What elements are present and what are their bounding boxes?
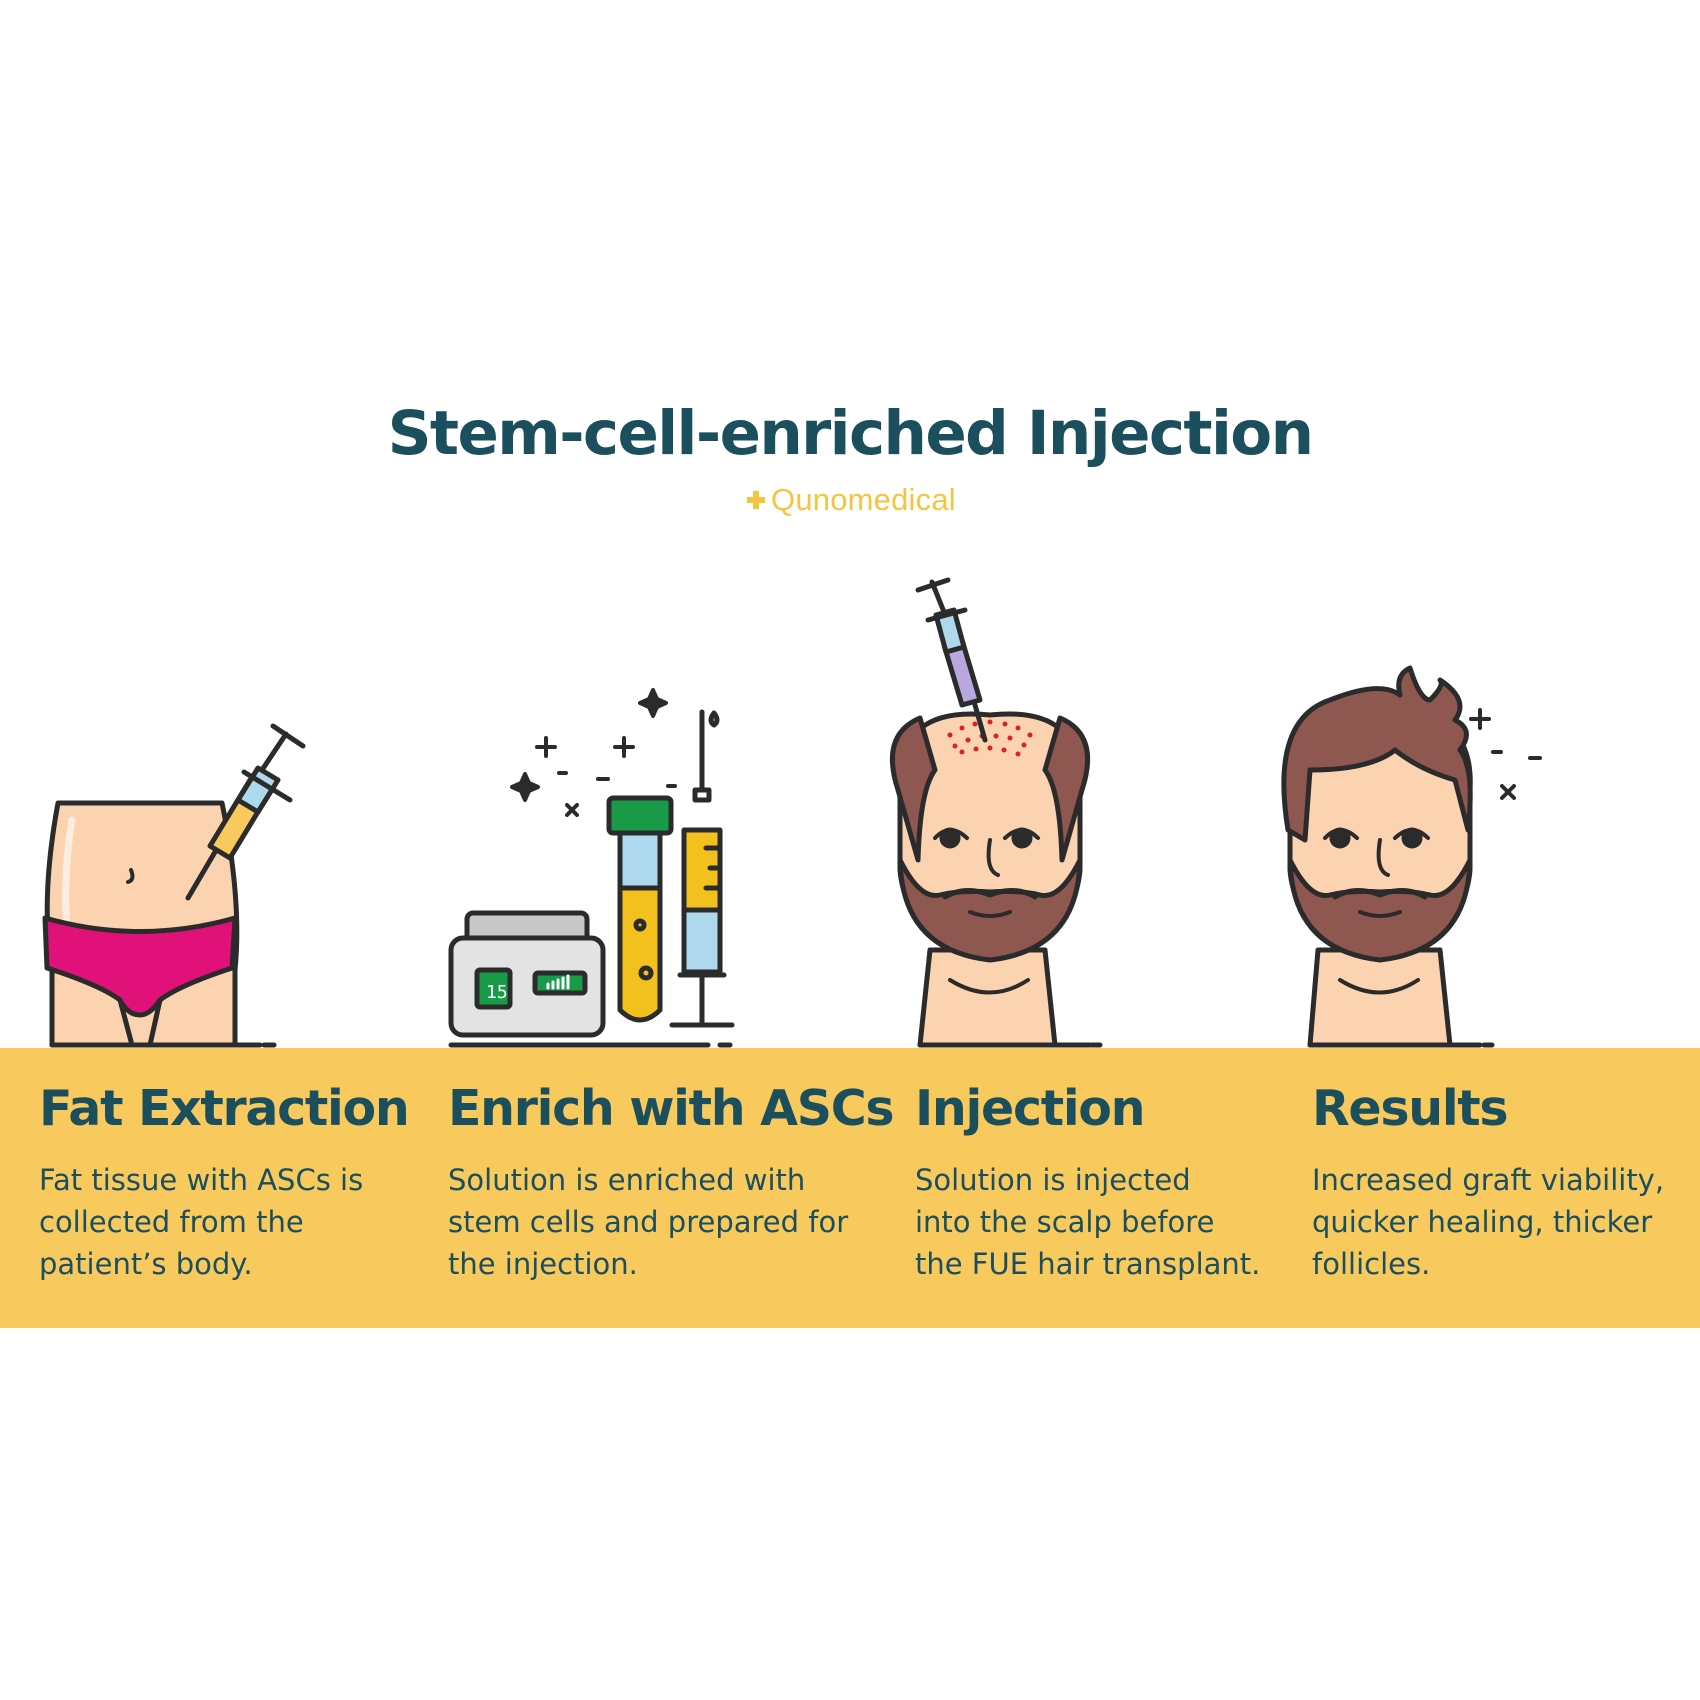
step-title: Injection bbox=[915, 1080, 1146, 1137]
step-title: Fat Extraction bbox=[39, 1080, 410, 1137]
sparkle-icons bbox=[510, 688, 677, 817]
step-enrich: Enrich with ASCs Solution is enriched wi… bbox=[448, 1080, 895, 1285]
results-illustration bbox=[1281, 665, 1542, 1048]
centrifuge-device: 15 bbox=[448, 910, 606, 1038]
step-description: Increased graft viability, quicker heali… bbox=[1312, 1163, 1665, 1281]
test-tube bbox=[606, 795, 674, 1023]
syringe-icon bbox=[915, 577, 988, 743]
enrich-illustration: 15 bbox=[448, 688, 735, 1048]
brand-name: Qunomedical bbox=[771, 482, 956, 517]
brand-cross-icon bbox=[747, 491, 765, 509]
step-description: Solution is enriched with stem cells and… bbox=[448, 1163, 849, 1281]
step-results: Results Increased graft viability, quick… bbox=[1312, 1080, 1664, 1285]
brand-logo: Qunomedical bbox=[745, 480, 956, 520]
steps-band bbox=[0, 1048, 1700, 1328]
step-description: Fat tissue with ASCs is collected from t… bbox=[39, 1163, 364, 1281]
syringe-icon bbox=[669, 709, 735, 1028]
syringe-icon bbox=[185, 723, 306, 901]
sparkle-icons bbox=[1469, 708, 1542, 800]
fat-extraction-illustration bbox=[42, 723, 306, 1048]
step-description: Solution is injected into the scalp befo… bbox=[915, 1163, 1261, 1281]
step-title: Results bbox=[1312, 1080, 1509, 1137]
step-title: Enrich with ASCs bbox=[448, 1080, 895, 1137]
page-title: Stem-cell-enriched Injection bbox=[387, 398, 1314, 469]
step-injection: Injection Solution is injected into the … bbox=[915, 1080, 1260, 1285]
device-readout: 15 bbox=[486, 982, 508, 1003]
injection-illustration bbox=[889, 577, 1103, 1048]
step-fat-extraction: Fat Extraction Fat tissue with ASCs is c… bbox=[39, 1080, 410, 1285]
